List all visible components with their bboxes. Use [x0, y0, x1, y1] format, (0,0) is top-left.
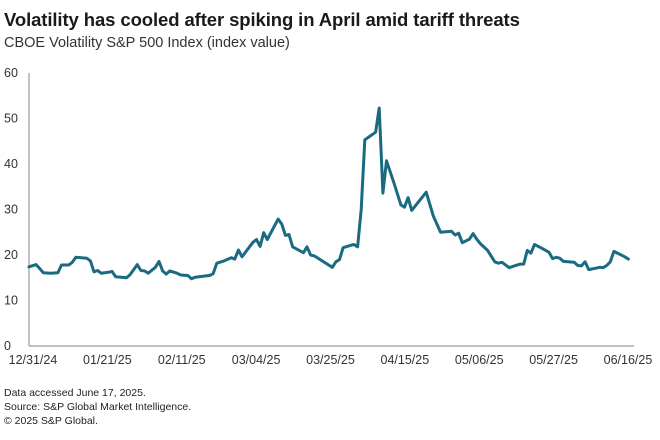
x-tick-label: 06/16/25 [604, 353, 653, 367]
footer-data-accessed: Data accessed June 17, 2025. [4, 387, 146, 399]
chart-title: Volatility has cooled after spiking in A… [4, 9, 520, 30]
y-tick-label: 0 [4, 339, 11, 353]
y-tick-label: 30 [4, 203, 18, 217]
x-axis-ticks: 12/31/24 01/21/25 02/11/25 03/04/25 03/25/25… [9, 353, 653, 367]
x-tick-label: 05/06/25 [455, 353, 504, 367]
y-tick-label: 10 [4, 294, 18, 308]
x-tick-label: 04/15/25 [381, 353, 430, 367]
y-axis-ticks: 0 10 20 30 40 50 60 [4, 66, 18, 353]
y-tick-label: 40 [4, 157, 18, 171]
y-tick-label: 50 [4, 112, 18, 126]
x-tick-label: 05/27/25 [529, 353, 578, 367]
x-tick-label: 03/04/25 [232, 353, 281, 367]
footer-source: Source: S&P Global Market Intelligence. [4, 401, 192, 413]
x-tick-label: 12/31/24 [9, 353, 58, 367]
x-tick-label: 03/25/25 [306, 353, 355, 367]
y-tick-label: 60 [4, 66, 18, 80]
chart-subtitle: CBOE Volatility S&P 500 Index (index val… [4, 35, 290, 51]
y-tick-label: 20 [4, 248, 18, 262]
x-tick-label: 01/21/25 [83, 353, 132, 367]
vix-series-line [27, 106, 630, 281]
x-tick-label: 02/11/25 [158, 353, 206, 367]
chart-footer: Data accessed June 17, 2025. Source: S&P… [4, 386, 191, 428]
footer-copyright: © 2025 S&P Global. [4, 415, 98, 427]
